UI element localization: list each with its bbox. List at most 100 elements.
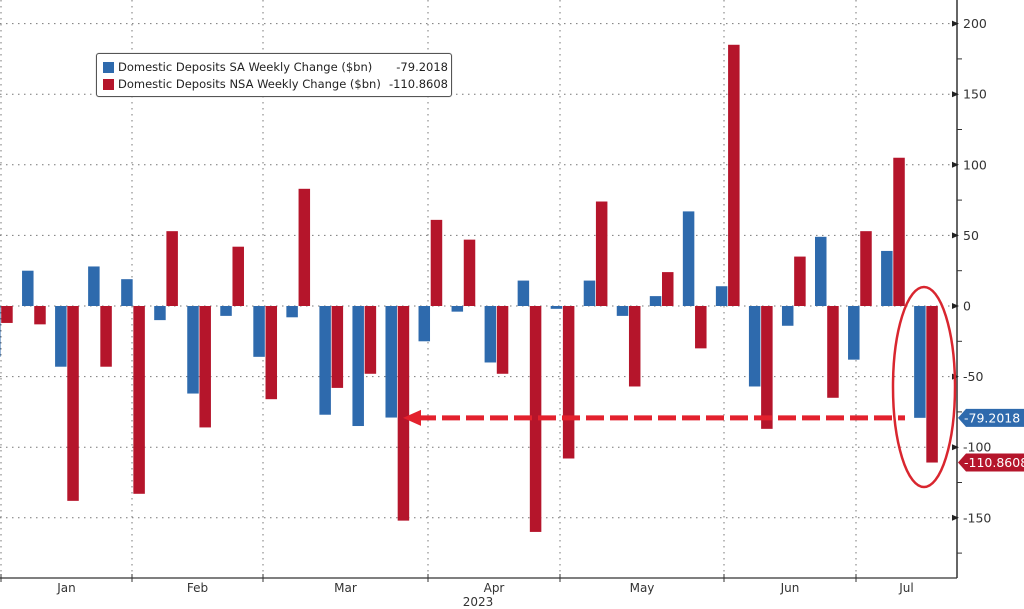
annotations: -79.2018 -110.8608 — [403, 285, 1024, 489]
bar-sa — [881, 250, 893, 306]
bars — [0, 44, 938, 532]
x-ticks: Jan Feb Mar Apr May Jun Jul — [0, 574, 914, 595]
month-label: Jul — [898, 581, 913, 595]
bar-nsa — [595, 201, 608, 306]
y-tick-label: 50 — [963, 228, 979, 243]
arrow-head-icon — [403, 409, 421, 426]
legend-item-sa: Domestic Deposits SA Weekly Change ($bn)… — [103, 59, 448, 75]
bar-nsa — [695, 306, 707, 349]
y-tick-label: 150 — [963, 87, 987, 102]
bar-nsa — [364, 306, 377, 374]
bar-nsa — [496, 306, 509, 374]
bar-nsa — [761, 306, 773, 429]
bar-sa — [715, 286, 728, 306]
bar-nsa — [827, 306, 839, 398]
month-label: Jan — [56, 581, 76, 595]
bar-sa — [0, 306, 1, 357]
bar-nsa — [794, 256, 806, 306]
bar-nsa — [430, 219, 443, 306]
bar-nsa — [166, 231, 178, 306]
month-label: May — [630, 581, 655, 595]
legend-value-sa: -79.2018 — [396, 60, 448, 74]
callout-nsa-label: -110.8608 — [964, 455, 1024, 470]
bar-nsa — [331, 306, 344, 388]
y-tick-marker — [952, 514, 959, 521]
y-tick-label: -150 — [963, 510, 991, 525]
month-label: Jun — [780, 581, 800, 595]
bar-sa — [914, 306, 926, 418]
bar-sa — [848, 306, 860, 360]
bar-nsa — [662, 272, 674, 306]
bar-nsa — [728, 44, 740, 306]
bar-sa — [550, 306, 563, 309]
bar-nsa — [199, 306, 211, 428]
y-tick-marker — [952, 20, 959, 27]
bar-nsa — [1, 306, 13, 323]
callout-sa-label: -79.2018 — [964, 410, 1020, 425]
month-label: Apr — [484, 581, 505, 595]
bar-nsa — [67, 306, 79, 501]
bar-sa — [781, 306, 794, 326]
legend: Domestic Deposits SA Weekly Change ($bn)… — [96, 53, 452, 97]
bar-sa — [583, 280, 596, 306]
bar-sa — [517, 280, 530, 306]
bar-nsa — [562, 306, 575, 459]
bar-sa — [748, 306, 761, 387]
bar-nsa — [628, 306, 641, 387]
bar-sa — [154, 306, 166, 321]
bar-sa — [352, 306, 364, 427]
bar-nsa — [100, 306, 112, 367]
legend-label-sa: Domestic Deposits SA Weekly Change ($bn) — [118, 60, 373, 74]
y-tick-marker — [952, 161, 959, 168]
y-tick-label: -100 — [963, 440, 991, 455]
bar-nsa — [893, 157, 905, 306]
legend-swatch-nsa — [103, 78, 114, 90]
y-tick-marker — [952, 91, 959, 98]
bar-sa — [815, 236, 827, 306]
bar-sa — [319, 306, 331, 415]
bar-sa — [385, 306, 397, 418]
bar-nsa — [298, 188, 311, 306]
bar-sa — [616, 306, 629, 316]
y-tick-label: 100 — [963, 157, 987, 172]
month-label: Mar — [334, 581, 357, 595]
bar-nsa — [860, 231, 872, 306]
bar-nsa — [133, 306, 145, 494]
bar-sa — [88, 266, 100, 306]
y-tick-label: -50 — [963, 369, 983, 384]
bar-nsa — [926, 306, 938, 463]
bar-sa — [220, 306, 232, 316]
y-tick-marker — [952, 303, 959, 309]
bar-sa — [286, 306, 298, 318]
bar-nsa — [232, 246, 244, 306]
bar-sa — [253, 306, 265, 357]
y-tick-label: 200 — [963, 16, 987, 31]
highlight-ellipse — [891, 285, 957, 489]
bar-sa — [484, 306, 497, 363]
legend-value-nsa: -110.8608 — [388, 77, 448, 91]
y-tick-marker — [952, 232, 959, 239]
bar-sa — [649, 296, 662, 306]
bar-sa — [121, 279, 133, 306]
bar-nsa — [463, 239, 476, 306]
bar-nsa — [265, 306, 278, 400]
callout-sa-box — [958, 408, 1024, 427]
bar-sa — [55, 306, 67, 367]
bar-sa — [187, 306, 199, 394]
legend-item-nsa: Domestic Deposits NSA Weekly Change ($bn… — [103, 76, 448, 92]
y-ticks: 200 150 100 50 0 -50 -100 -150 — [952, 16, 991, 554]
bar-sa — [682, 211, 695, 306]
callout-nsa-box — [958, 453, 1024, 472]
y-tick-marker — [952, 444, 959, 451]
legend-swatch-sa — [103, 61, 114, 73]
bar-nsa — [34, 306, 46, 325]
legend-label-nsa: Domestic Deposits NSA Weekly Change ($bn… — [118, 77, 381, 91]
bar-sa — [451, 306, 464, 312]
bar-sa — [22, 270, 34, 306]
bar-nsa — [529, 306, 542, 532]
bar-sa — [418, 306, 431, 342]
year-label: 2023 — [463, 595, 494, 609]
axes — [0, 0, 958, 579]
bar-nsa — [397, 306, 410, 521]
